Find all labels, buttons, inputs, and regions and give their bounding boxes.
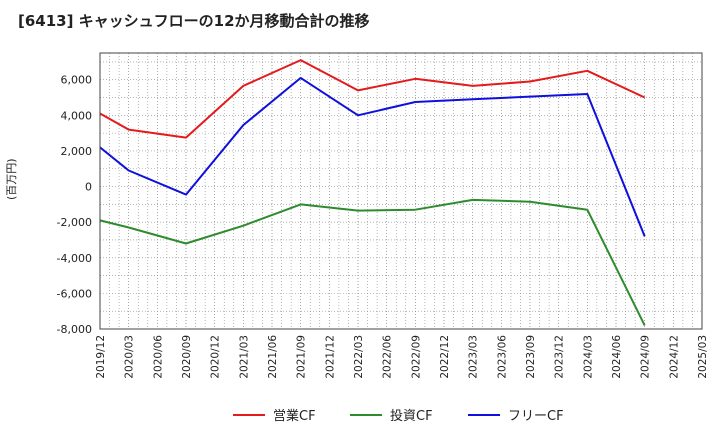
x-tick-labels: 2019/12 2020/03 2020/06 2020/09 2020/12 2021/… <box>95 335 709 379</box>
x-tick-label: 2020/03 <box>124 335 136 379</box>
x-tick-label: 2022/06 <box>382 335 394 379</box>
x-tick-label: 2024/12 <box>668 335 680 379</box>
y-tick-label: -6,000 <box>57 287 92 300</box>
legend-label: 投資CF <box>390 408 433 424</box>
plot-frame <box>99 52 703 330</box>
x-tick-label: 2020/12 <box>210 335 222 379</box>
series-line-投資CF <box>99 198 646 326</box>
y-tick-label: -2,000 <box>57 216 92 229</box>
x-tick-label: 2024/09 <box>640 335 652 379</box>
x-tick-label: 2021/06 <box>267 335 279 379</box>
legend-label: フリーCF <box>508 409 564 424</box>
y-tick-label: 6,000 <box>61 74 93 87</box>
series-line-フリーCF <box>99 76 646 237</box>
x-tick-label: 2020/06 <box>152 335 164 379</box>
grid-lines <box>99 53 703 330</box>
legend-label: 営業CF <box>273 408 316 424</box>
y-tick-label: 2,000 <box>61 145 93 158</box>
series-lines <box>99 59 646 326</box>
x-tick-label: 2023/12 <box>554 335 566 379</box>
y-tick-label: 4,000 <box>61 109 93 122</box>
x-tick-label: 2022/03 <box>353 335 365 379</box>
x-tick-label: 2020/09 <box>181 335 193 379</box>
x-tick-label: 2022/09 <box>410 335 422 379</box>
x-tick-label: 2021/03 <box>238 335 250 379</box>
x-tick-label: 2023/03 <box>468 335 480 379</box>
y-tick-labels: -8,000 -6,000 -4,000 -2,000 0 2,000 4,000 6,000 <box>57 74 92 336</box>
y-tick-label: -4,000 <box>57 252 92 265</box>
y-tick-label: 0 <box>85 181 92 194</box>
x-tick-label: 2023/09 <box>525 335 537 379</box>
y-tick-label: -8,000 <box>57 323 92 336</box>
x-tick-label: 2021/09 <box>296 335 308 379</box>
x-tick-label: 2019/12 <box>95 335 107 379</box>
series-line-営業CF <box>99 59 646 139</box>
x-tick-label: 2024/03 <box>582 335 594 379</box>
chart-title: [6413] キャッシュフローの12か月移動合計の推移 <box>18 12 370 30</box>
legend: 営業CF 投資CF フリーCF <box>233 408 564 424</box>
x-tick-label: 2023/06 <box>496 335 508 379</box>
x-tick-label: 2024/06 <box>611 335 623 379</box>
x-tick-label: 2025/03 <box>697 335 709 379</box>
x-tick-label: 2021/12 <box>324 335 336 379</box>
x-tick-label: 2022/12 <box>439 335 451 379</box>
